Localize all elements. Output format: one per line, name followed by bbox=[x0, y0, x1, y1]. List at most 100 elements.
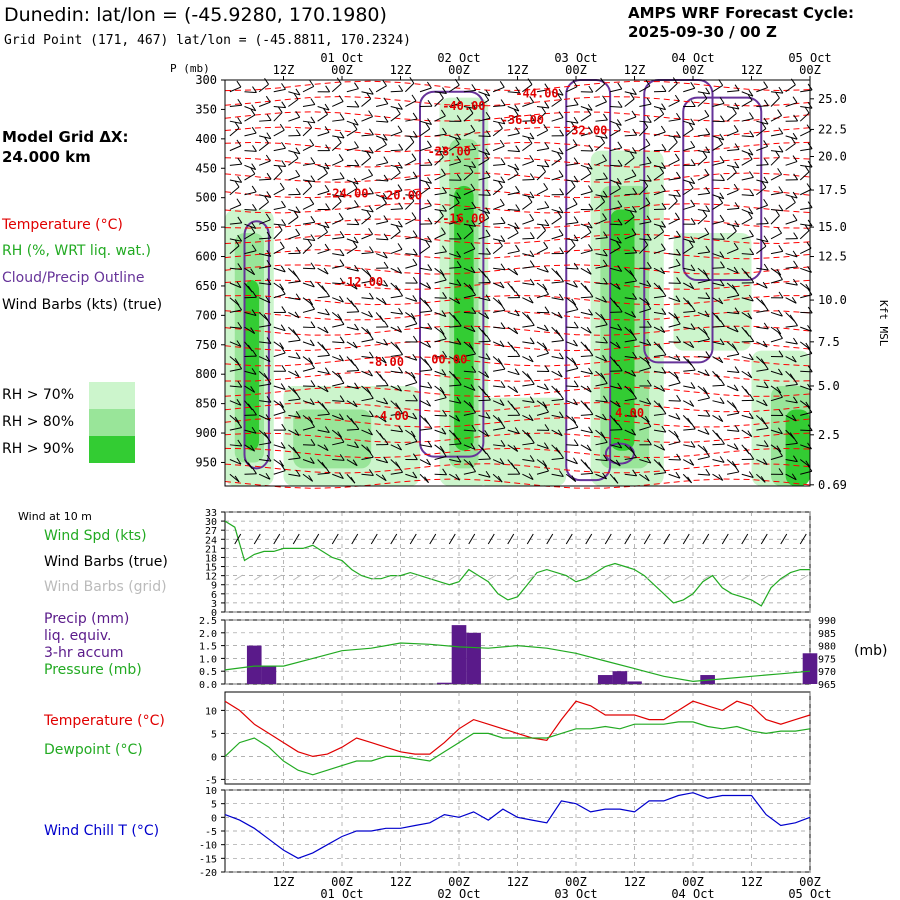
wind-barb-flag bbox=[705, 245, 711, 253]
wind-barb bbox=[317, 223, 330, 229]
wind-barb-flag bbox=[513, 226, 519, 234]
wind-barb bbox=[536, 164, 549, 168]
wind-barb-flag bbox=[790, 196, 796, 203]
wind-barb-flag bbox=[586, 268, 592, 275]
wind-barb bbox=[639, 126, 649, 137]
wind-barb bbox=[683, 326, 696, 331]
wind-barb-flag bbox=[412, 112, 418, 120]
wind-barb-flag bbox=[397, 220, 403, 228]
wind-barb bbox=[244, 91, 257, 94]
wind-barb-flag bbox=[499, 340, 505, 348]
wind-barb-flag bbox=[397, 443, 403, 451]
wind-barb-flag bbox=[237, 216, 243, 224]
wind-barb bbox=[405, 82, 415, 93]
wind-barb bbox=[434, 279, 447, 284]
wind-barb bbox=[726, 230, 737, 240]
wind-barb-flag bbox=[266, 132, 272, 139]
wind-barb-flag bbox=[747, 153, 753, 160]
wind-barb-flag bbox=[456, 251, 462, 258]
wind-barb-flag bbox=[617, 218, 623, 226]
wind-barb-true bbox=[507, 533, 515, 545]
wind-barb bbox=[463, 471, 476, 475]
wind-barb-flag bbox=[734, 161, 740, 169]
wind-barb bbox=[449, 459, 462, 463]
wind-barb bbox=[639, 85, 651, 93]
wind-barb-flag bbox=[354, 82, 359, 89]
wind-barb bbox=[639, 308, 651, 313]
wind-barb-flag bbox=[573, 362, 579, 369]
wind-barb bbox=[390, 471, 403, 475]
wind-barb bbox=[639, 459, 651, 464]
wind-barb-flag bbox=[470, 443, 476, 450]
wind-barb-flag bbox=[733, 325, 739, 333]
wind-barb bbox=[668, 264, 681, 269]
wind-barb-flag bbox=[442, 127, 447, 135]
p-tick-label: 400 bbox=[195, 132, 217, 146]
wind-barb-flag bbox=[427, 217, 433, 225]
wind-barb-flag bbox=[456, 378, 462, 386]
wind-barb-flag bbox=[395, 166, 401, 173]
wind-barb-flag bbox=[484, 430, 490, 437]
wind-barb bbox=[405, 194, 418, 197]
wind-barb bbox=[683, 385, 696, 389]
wind-barb-flag bbox=[339, 435, 345, 443]
wind-barb bbox=[756, 105, 769, 107]
wind-barb bbox=[741, 100, 753, 107]
wind-barb bbox=[434, 311, 447, 317]
x-tick-label-top: 12Z bbox=[741, 63, 763, 77]
wind-barb-grid bbox=[721, 574, 731, 581]
kft-tick-label: 5.0 bbox=[818, 379, 840, 393]
wind-barb-flag bbox=[398, 407, 404, 414]
wind-barb-flag bbox=[613, 418, 619, 425]
wind-barb bbox=[595, 265, 608, 269]
wind-barb-flag bbox=[734, 289, 740, 296]
legend-wind-barbs-true: Wind Barbs (true) bbox=[44, 554, 168, 570]
temperature-contour-label: -4.00 bbox=[373, 409, 409, 423]
swatch-rh70 bbox=[89, 382, 135, 409]
wind-barb-flag bbox=[688, 122, 694, 130]
wind-barb-flag bbox=[644, 474, 650, 482]
wind-barb bbox=[375, 297, 387, 305]
wind-barb-flag bbox=[456, 214, 462, 222]
wind-barb bbox=[419, 267, 432, 271]
wind-barb bbox=[302, 426, 315, 431]
wind-barb-flag bbox=[324, 162, 330, 170]
wind-barb bbox=[434, 370, 447, 376]
wind-barb bbox=[449, 341, 462, 345]
wind-barb bbox=[258, 473, 271, 480]
wind-barb bbox=[375, 282, 388, 287]
wind-barb bbox=[492, 415, 503, 424]
wind-barb-flag bbox=[354, 141, 359, 148]
wind-barb bbox=[712, 220, 725, 225]
wind-barb-flag bbox=[748, 294, 754, 302]
wind-barb-flag bbox=[293, 151, 299, 159]
wind-barb bbox=[244, 150, 257, 152]
pressure-tick-label: 965 bbox=[818, 680, 836, 691]
wind-barb-flag bbox=[481, 329, 487, 337]
wind-barb-flag bbox=[720, 233, 725, 240]
wind-barb bbox=[756, 164, 769, 166]
wind-barb-flag bbox=[339, 131, 345, 139]
wind-barb bbox=[361, 233, 373, 240]
wind-barb-grid bbox=[273, 574, 283, 581]
wind-barb-flag bbox=[584, 285, 590, 293]
wind-barb-flag bbox=[675, 413, 681, 420]
isotherm-line bbox=[225, 371, 811, 382]
wind-barb-flag bbox=[295, 206, 301, 213]
wind-barb bbox=[478, 297, 491, 302]
wind-barb-flag bbox=[720, 320, 725, 327]
wind-barb bbox=[259, 442, 272, 446]
wind-barb-flag bbox=[689, 459, 695, 466]
wind-barb-flag bbox=[236, 457, 242, 465]
wind-barb bbox=[419, 120, 432, 125]
wind-barb bbox=[434, 356, 447, 358]
wind-barb bbox=[449, 282, 462, 287]
isotherm-line bbox=[224, 248, 811, 260]
wind-barb-true bbox=[526, 533, 534, 545]
wind-barb bbox=[434, 174, 446, 181]
wind-barb bbox=[258, 297, 271, 304]
wind-barb bbox=[624, 398, 637, 402]
wind-barb-flag bbox=[719, 456, 725, 463]
wind-barb-flag bbox=[237, 157, 243, 165]
wind-barb bbox=[712, 194, 724, 200]
